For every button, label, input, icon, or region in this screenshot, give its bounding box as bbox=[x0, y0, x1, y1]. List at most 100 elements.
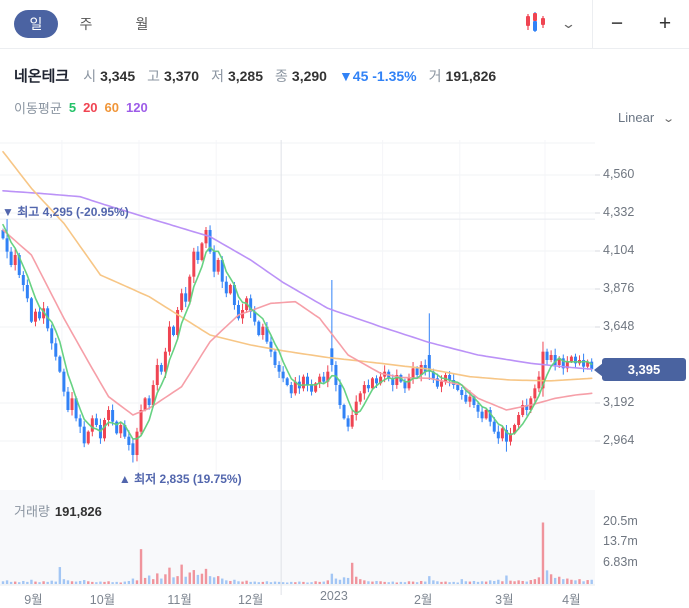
candle-body bbox=[273, 351, 277, 365]
candle-body bbox=[265, 326, 269, 342]
candle-body bbox=[33, 311, 37, 322]
candle-body bbox=[496, 431, 500, 439]
scale-selector[interactable]: Linear ⌄ bbox=[618, 110, 675, 125]
candle-body bbox=[212, 251, 216, 272]
volume-bar bbox=[294, 582, 297, 584]
candle-body bbox=[82, 426, 86, 444]
volume-bar bbox=[196, 574, 200, 584]
candle-body bbox=[86, 431, 90, 444]
candle-body bbox=[236, 305, 240, 319]
volume-bar bbox=[529, 580, 532, 584]
volume-bar bbox=[383, 581, 386, 584]
volume-bar bbox=[95, 582, 98, 584]
volume-bar bbox=[168, 567, 171, 584]
volume-bar bbox=[160, 578, 163, 584]
candle-body bbox=[200, 243, 204, 260]
volume-bar bbox=[233, 579, 236, 584]
candle-body bbox=[500, 428, 504, 439]
price-change: ▼45 -1.35% bbox=[338, 68, 417, 84]
volume-bar bbox=[99, 581, 102, 584]
price-axis-label: 3,648 bbox=[603, 319, 635, 333]
candle-body bbox=[172, 326, 176, 335]
volume-bar bbox=[273, 581, 277, 584]
volume-bar bbox=[286, 582, 289, 584]
volume-bar bbox=[448, 582, 451, 584]
candle-body bbox=[301, 376, 305, 389]
volume-bar bbox=[570, 579, 573, 584]
volume-bar bbox=[460, 579, 463, 584]
candle-body bbox=[74, 398, 78, 419]
volume-bar bbox=[22, 580, 25, 584]
chart-area[interactable]: ▼ 최고 4,295 (-20.95%) ▲ 최저 2,835 (19.75%)… bbox=[0, 140, 689, 608]
candle-body bbox=[62, 371, 66, 392]
low-label: 저 bbox=[211, 68, 224, 84]
volume-bar bbox=[476, 581, 480, 584]
volume-bar bbox=[204, 568, 208, 584]
volume-bar bbox=[78, 580, 82, 584]
candle-body bbox=[184, 293, 188, 302]
candle-body bbox=[163, 351, 167, 372]
candlestick-chart-canvas[interactable] bbox=[0, 140, 689, 608]
volume-bar bbox=[456, 582, 459, 584]
volume-pane-value: 191,826 bbox=[54, 504, 102, 519]
zoom-out-button[interactable]: − bbox=[593, 0, 641, 48]
volume-bar bbox=[415, 582, 419, 584]
volume-bar bbox=[257, 582, 260, 584]
volume-bar bbox=[188, 572, 191, 584]
volume-bar bbox=[139, 549, 143, 584]
volume-bar bbox=[379, 581, 382, 584]
volume-bar bbox=[432, 580, 435, 584]
volume-bar bbox=[375, 580, 378, 584]
close-label: 종 bbox=[275, 68, 288, 84]
candle-body bbox=[529, 398, 533, 410]
volume-bar bbox=[115, 581, 118, 584]
volume-bar bbox=[245, 580, 248, 584]
candle-body bbox=[249, 298, 253, 312]
tab-monthly[interactable]: 월 bbox=[114, 14, 170, 34]
volume-axis-label: 20.5m bbox=[603, 513, 638, 528]
candle-body bbox=[533, 388, 537, 399]
volume-bar bbox=[212, 577, 216, 584]
chart-type-dropdown[interactable]: ⌄ bbox=[505, 9, 592, 40]
volume-bar bbox=[62, 579, 66, 584]
candle-body bbox=[366, 385, 370, 389]
candle-body bbox=[391, 378, 395, 385]
zoom-in-button[interactable]: + bbox=[641, 0, 689, 48]
tab-daily[interactable]: 일 bbox=[14, 10, 58, 38]
volume-bar bbox=[549, 574, 553, 584]
candle-body bbox=[176, 310, 180, 335]
volume-bar bbox=[13, 581, 17, 584]
candle-body bbox=[25, 285, 29, 299]
volume-bar bbox=[143, 577, 147, 584]
x-axis-month-label: 2023 bbox=[319, 589, 348, 603]
price-axis-label: 3,876 bbox=[603, 281, 635, 295]
tab-weekly-label: 주 bbox=[79, 16, 93, 32]
candle-body bbox=[21, 275, 25, 285]
volume-bar bbox=[318, 581, 321, 584]
candle-body bbox=[103, 420, 106, 439]
volume-bar bbox=[359, 579, 362, 584]
candle-body bbox=[322, 376, 326, 382]
volume-bar bbox=[290, 581, 293, 584]
volume-bar bbox=[302, 581, 305, 584]
volume-bar bbox=[249, 581, 252, 584]
candle-body bbox=[403, 381, 407, 389]
candle-body bbox=[285, 378, 289, 385]
candle-body bbox=[232, 285, 236, 305]
candle-body bbox=[476, 405, 480, 412]
candle-body bbox=[192, 251, 196, 277]
volume-bar bbox=[180, 564, 183, 584]
tab-daily-label: 일 bbox=[29, 16, 43, 32]
candle-body bbox=[159, 365, 163, 372]
volume-bar bbox=[74, 581, 78, 584]
chevron-down-icon: ⌄ bbox=[560, 16, 577, 31]
candle-body bbox=[395, 375, 399, 385]
price-axis-label: 2,964 bbox=[603, 433, 635, 447]
candle-body bbox=[358, 393, 362, 402]
volume-bar bbox=[216, 576, 220, 584]
tab-weekly[interactable]: 주 bbox=[58, 14, 114, 34]
ma60-legend: 60 bbox=[104, 100, 120, 115]
candle-body bbox=[277, 365, 281, 372]
candle-body bbox=[350, 415, 354, 427]
candle-body bbox=[131, 443, 135, 455]
